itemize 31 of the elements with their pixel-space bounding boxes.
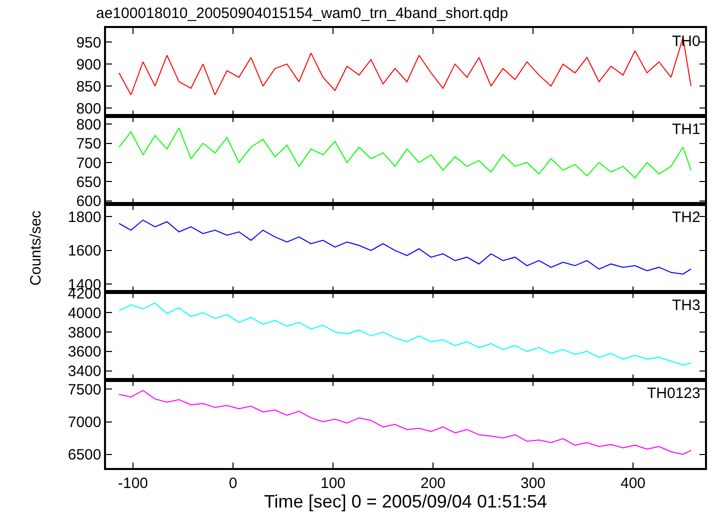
y-tick-label: 3800 xyxy=(68,324,102,342)
chart-title: ae100018010_20050904015154_wam0_trn_4band_short.qdp xyxy=(96,5,508,22)
y-tick-label: 3600 xyxy=(68,344,102,361)
text: TH0123 xyxy=(647,385,700,402)
y-tick-label: 1600 xyxy=(68,242,102,260)
y-tick-label: 800 xyxy=(76,116,102,134)
text: TH2 xyxy=(672,209,700,226)
y-tick-label: 600 xyxy=(76,193,102,210)
y-tick-label: 4000 xyxy=(68,304,102,322)
y-tick-label: 750 xyxy=(76,136,102,153)
x-tick-label: 400 xyxy=(620,474,646,492)
x-tick-label: 100 xyxy=(320,474,346,492)
y-tick-label: 7000 xyxy=(68,414,102,431)
y-tick-label: 650 xyxy=(76,174,102,191)
x-tick-label: 0 xyxy=(228,474,238,492)
y-tick-label: 1800 xyxy=(68,208,102,226)
x-axis-title: Time [sec] 0 = 2005/09/04 01:51:54 xyxy=(264,492,548,512)
y-tick-label: 900 xyxy=(76,56,102,74)
series-label: TH1 xyxy=(672,121,700,138)
x-tick-label: 300 xyxy=(520,474,546,492)
y-tick-label: 950 xyxy=(76,34,102,52)
x-tick-label: -100 xyxy=(118,474,148,492)
y-tick-label: 700 xyxy=(76,154,102,172)
y-tick-label: 850 xyxy=(76,78,102,96)
text: TH3 xyxy=(672,297,700,314)
y-tick-label: 800 xyxy=(76,100,102,118)
y-tick-label: 6500 xyxy=(68,446,102,464)
y-tick-label: 7500 xyxy=(68,381,102,398)
y-tick-label: 3400 xyxy=(68,363,102,380)
y-axis-title: Counts/sec xyxy=(28,210,45,286)
x-tick-label: 200 xyxy=(420,474,446,492)
